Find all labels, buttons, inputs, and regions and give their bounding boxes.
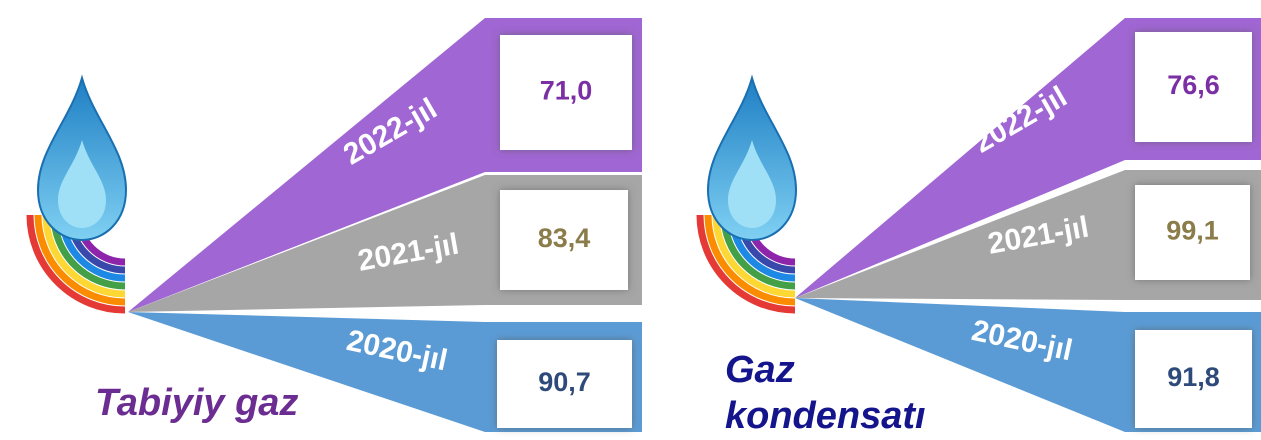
panel: 76,62022-jıl99,12021-jıl91,82020-jılGazk… <box>696 18 1261 437</box>
value: 83,4 <box>538 223 591 253</box>
value: 76,6 <box>1167 70 1220 100</box>
gas-icon <box>696 74 798 314</box>
gas-icon <box>26 74 128 314</box>
rainbow-arc <box>712 214 796 298</box>
value: 71,0 <box>540 76 593 106</box>
drop-inner <box>58 140 106 228</box>
panel: 71,02022-jıl83,42021-jıl90,72020-jılTabi… <box>26 18 642 432</box>
value-box <box>497 340 632 428</box>
drop-inner <box>728 140 776 228</box>
value-box <box>1135 185 1250 280</box>
value-box <box>1135 330 1252 428</box>
rainbow-arc <box>696 214 796 314</box>
value-box <box>1135 32 1252 142</box>
value-box <box>500 35 632 150</box>
rainbow-arc <box>704 214 796 306</box>
panel-title: Tabiyiy gaz <box>95 382 298 424</box>
rainbow-arc <box>26 214 126 314</box>
value: 91,8 <box>1167 362 1220 392</box>
value-box <box>500 190 628 290</box>
rainbow-arc <box>34 214 126 306</box>
panel-title: Gaz <box>725 349 795 391</box>
value: 99,1 <box>1166 216 1219 246</box>
panel-title: kondensatı <box>725 395 926 437</box>
value: 90,7 <box>538 367 591 397</box>
content: 71,02022-jıl83,42021-jıl90,72020-jılTabi… <box>26 18 1261 437</box>
rainbow-arc <box>42 214 126 298</box>
